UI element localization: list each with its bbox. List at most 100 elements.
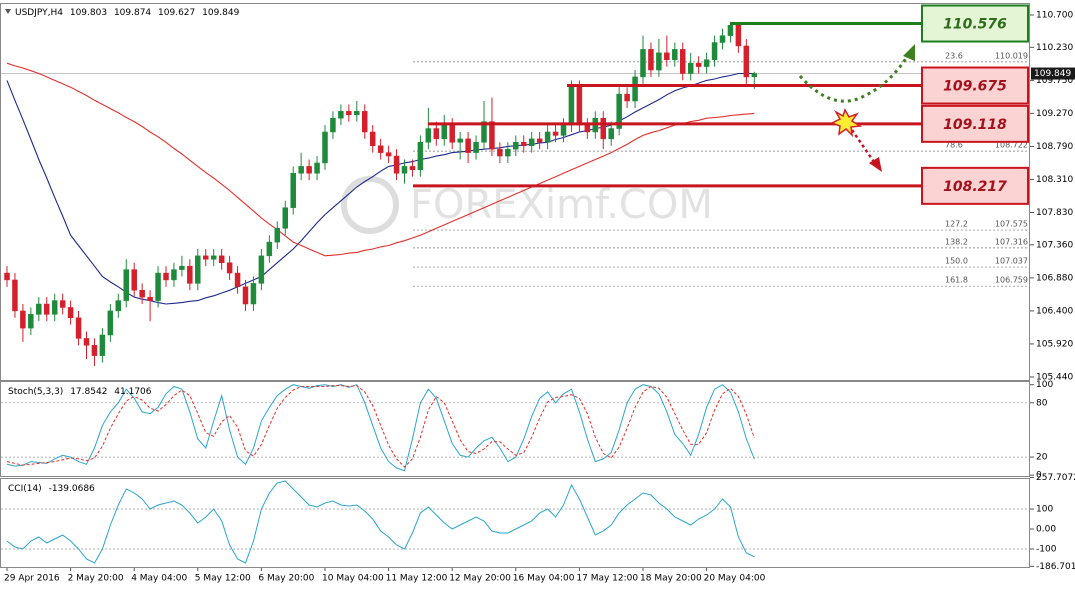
level-box bbox=[921, 104, 1029, 143]
watermark: FOREXimf.COM bbox=[341, 176, 713, 234]
fib-ratio: 150.0 bbox=[945, 257, 968, 266]
x-tick-label: 4 May 04:00 bbox=[131, 574, 187, 584]
candle-body bbox=[203, 255, 209, 260]
fib-ratio: 127.2 bbox=[945, 220, 968, 229]
x-tick-label: 29 Apr 2016 bbox=[4, 574, 60, 584]
candle-body bbox=[552, 131, 559, 136]
candle-body bbox=[266, 241, 273, 257]
candle-body bbox=[505, 148, 511, 157]
x-tick-label: 10 May 04:00 bbox=[322, 574, 384, 584]
high-value: 109.874 bbox=[114, 8, 151, 18]
candle-body bbox=[258, 255, 265, 284]
indicator-line bbox=[6, 480, 755, 564]
x-tick-label: 2 May 20:00 bbox=[68, 574, 124, 584]
level-label: 110.576 bbox=[943, 17, 1007, 33]
candle-body bbox=[28, 314, 34, 329]
candle-body bbox=[298, 166, 304, 174]
current-price-box bbox=[1031, 67, 1075, 80]
candle-body bbox=[4, 272, 10, 281]
fib-price: 107.037 bbox=[995, 257, 1028, 266]
up-arrow bbox=[798, 54, 910, 103]
low-value: 109.627 bbox=[158, 8, 195, 18]
candle-body bbox=[210, 255, 217, 260]
candle-body bbox=[20, 310, 26, 329]
y-tick-label: 108.790 bbox=[1036, 142, 1073, 152]
fib-ratio: 78.6 bbox=[945, 141, 963, 150]
candle-body bbox=[672, 49, 678, 60]
level-box bbox=[921, 4, 1029, 43]
y-tick-label: 80 bbox=[1036, 398, 1048, 408]
candle-body bbox=[226, 262, 233, 274]
candle-body bbox=[680, 49, 686, 74]
candle-body bbox=[703, 59, 710, 67]
candle-body bbox=[36, 303, 42, 315]
stoch-main-value: 17.8542 bbox=[70, 387, 107, 397]
close-value: 109.849 bbox=[202, 8, 239, 18]
symbol: USDJPY,H4 bbox=[15, 8, 63, 18]
stoch-panel-frame bbox=[0, 381, 1030, 477]
candle-body bbox=[473, 142, 479, 153]
cci-value: -139.0686 bbox=[49, 484, 95, 494]
candle-body bbox=[218, 255, 225, 263]
burst-icon bbox=[830, 108, 863, 138]
candle-body bbox=[44, 303, 50, 315]
candle-body bbox=[409, 166, 416, 171]
fib-price: 106.759 bbox=[995, 276, 1028, 285]
candle-body bbox=[624, 93, 630, 102]
y-tick-label: 100 bbox=[1036, 380, 1053, 390]
y-tick-label: 106.400 bbox=[1036, 306, 1073, 316]
candle-body bbox=[608, 128, 614, 140]
candle-body bbox=[115, 300, 122, 312]
candle-body bbox=[528, 138, 535, 146]
candle-body bbox=[179, 265, 185, 270]
candle-body bbox=[393, 155, 400, 174]
candle-body bbox=[433, 128, 440, 140]
y-tick-label: 107.360 bbox=[1036, 240, 1073, 250]
candle-body bbox=[711, 42, 718, 60]
candle-body bbox=[441, 124, 447, 140]
candle-body bbox=[234, 272, 241, 288]
candle-body bbox=[743, 45, 750, 78]
level-label: 109.675 bbox=[943, 79, 1007, 95]
candle-body bbox=[616, 93, 622, 129]
x-tick-label: 5 May 12:00 bbox=[195, 574, 251, 584]
candle-body bbox=[123, 269, 129, 301]
x-tick-label: 6 May 20:00 bbox=[258, 574, 314, 584]
candle-body bbox=[751, 73, 758, 77]
candle-body bbox=[99, 334, 106, 356]
candle-body bbox=[695, 62, 702, 67]
candle-body bbox=[377, 145, 384, 153]
x-tick-label: 16 May 04:00 bbox=[513, 574, 575, 584]
candle-body bbox=[536, 138, 543, 143]
moving-average bbox=[6, 62, 755, 257]
header: USDJPY,H4 109.803 109.874 109.627 109.84… bbox=[15, 8, 240, 18]
candle-body bbox=[640, 49, 646, 78]
stoch-title: Stoch(5,3,3) 17.8542 41.1706 bbox=[8, 387, 152, 397]
candle-body bbox=[481, 121, 487, 143]
level-label: 108.217 bbox=[943, 179, 1007, 195]
candle-body bbox=[91, 345, 98, 356]
candle-body bbox=[12, 279, 18, 312]
candle-body bbox=[632, 76, 638, 102]
candle-body bbox=[369, 131, 376, 146]
candle-body bbox=[51, 300, 58, 315]
candle-body bbox=[401, 166, 408, 174]
y-tick-label: 0.00 bbox=[1036, 525, 1056, 535]
y-tick-label: 106.880 bbox=[1036, 273, 1073, 283]
fib-ratio: 23.6 bbox=[945, 51, 963, 60]
down-arrow bbox=[850, 129, 876, 163]
candle-body bbox=[425, 128, 432, 143]
candle-body bbox=[346, 111, 352, 116]
y-tick-label: 110.230 bbox=[1036, 43, 1073, 53]
candle-body bbox=[274, 228, 281, 243]
candle-body bbox=[687, 62, 694, 74]
candle-body bbox=[282, 207, 288, 229]
x-tick-label: 12 May 20:00 bbox=[449, 574, 511, 584]
down-arrowhead bbox=[869, 157, 882, 172]
candle-body bbox=[719, 35, 726, 43]
candle-body bbox=[497, 148, 503, 157]
cci-panel-frame bbox=[0, 478, 1030, 568]
candle-body bbox=[290, 173, 296, 208]
y-tick-label: 110.700 bbox=[1036, 10, 1073, 20]
